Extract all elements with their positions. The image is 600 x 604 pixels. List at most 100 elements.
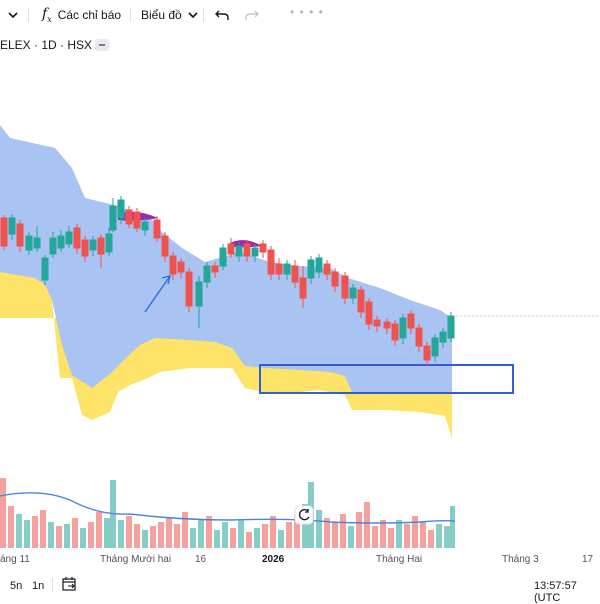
candle: [357, 286, 365, 318]
volume-bar: [88, 522, 94, 548]
x-axis-label: 16: [195, 554, 207, 565]
indicators-button[interactable]: fx Các chỉ báo: [42, 5, 121, 25]
candle: [0, 215, 8, 250]
volume-bar: [436, 524, 442, 548]
volume-bar: [182, 512, 188, 548]
candle: [73, 224, 81, 254]
candle: [291, 260, 299, 288]
collapse-legend-button[interactable]: [95, 39, 109, 51]
range-5n-button[interactable]: 5n: [10, 580, 23, 592]
volume-bar: [118, 520, 124, 548]
candle: [57, 230, 65, 252]
candle: [25, 232, 33, 255]
candle: [259, 240, 267, 258]
candle: [267, 246, 275, 280]
candle: [373, 316, 381, 332]
reset-button[interactable]: [294, 505, 314, 525]
volume-ma-line: [0, 492, 456, 524]
volume-bar: [150, 526, 156, 548]
candle: [33, 226, 41, 252]
candle: [227, 238, 235, 258]
candle: [307, 256, 315, 284]
candle: [399, 314, 407, 344]
candle: [97, 234, 105, 268]
x-axis-label: Tháng Mười hai: [100, 554, 172, 565]
candle: [283, 260, 291, 280]
volume-bar: [388, 528, 394, 548]
volume-bar: [56, 526, 62, 548]
fx-icon: fx: [42, 6, 52, 24]
volume-bar: [380, 520, 386, 548]
volume-bar: [412, 516, 418, 548]
reset-icon: [299, 509, 310, 521]
x-axis-label: Tháng 3: [502, 554, 539, 565]
more-dots-icon[interactable]: • • • •: [290, 5, 324, 19]
volume-bar: [364, 502, 370, 548]
candle: [251, 244, 259, 262]
volume-bar: [134, 524, 140, 548]
candle: [211, 262, 219, 278]
volume-bar: [214, 530, 220, 548]
volume-bar: [262, 524, 268, 548]
candle: [8, 214, 16, 240]
candle: [153, 216, 161, 242]
drawn-rectangle[interactable]: [259, 364, 514, 394]
x-axis-label: Tháng Hai: [376, 554, 423, 565]
clock-readout[interactable]: 13:57:57 (UTC: [534, 580, 577, 604]
redo-button[interactable]: [243, 5, 261, 25]
candle: [203, 262, 211, 288]
volume-bar: [396, 520, 402, 548]
volume-bar: [0, 478, 6, 548]
undo-icon: [215, 10, 229, 20]
trend-arrow[interactable]: [144, 275, 171, 313]
volume-bar: [142, 530, 148, 548]
candle: [341, 272, 349, 304]
candle: [16, 220, 24, 252]
candle: [125, 206, 133, 228]
top-toolbar: fx Các chỉ báo Biểu đồ • • • •: [0, 0, 600, 30]
candle: [275, 258, 283, 280]
candle: [117, 196, 125, 224]
volume-bar: [24, 520, 30, 548]
undo-button[interactable]: [213, 5, 231, 25]
candle: [349, 284, 357, 304]
candle: [133, 208, 141, 232]
x-axis-label: 17: [582, 554, 594, 565]
volume-bar: [324, 518, 330, 548]
candle: [299, 266, 307, 308]
candle: [323, 260, 331, 280]
candle: [439, 328, 447, 348]
volume-bar: [302, 504, 308, 548]
volume-bar: [72, 518, 78, 548]
toolbar-divider: [28, 8, 29, 22]
chart-type-button[interactable]: Biểu đồ: [141, 5, 198, 25]
volume-bar: [278, 530, 284, 548]
price-chart[interactable]: [0, 55, 600, 550]
volume-bar: [270, 516, 276, 548]
candle: [315, 254, 323, 278]
volume-bar: [372, 526, 378, 548]
candle: [243, 240, 251, 262]
toolbar-divider: [52, 578, 53, 592]
chevron-down-icon[interactable]: [4, 5, 22, 25]
candle: [391, 320, 399, 346]
candle: [219, 244, 227, 270]
x-axis-label: áng 11: [0, 554, 30, 565]
symbol-label: ELEX · 1D · HSX: [0, 38, 93, 52]
volume-bar: [332, 522, 338, 548]
candle: [235, 242, 243, 262]
toolbar-divider: [130, 8, 131, 22]
indicators-label: Các chỉ báo: [57, 8, 122, 22]
candle: [109, 198, 117, 232]
range-1n-button[interactable]: 1n: [32, 580, 45, 592]
volume-bar: [48, 522, 54, 548]
x-axis-label: 2026: [262, 554, 285, 565]
volume-bar: [174, 524, 180, 548]
volume-bar: [294, 514, 300, 548]
volume-bar: [32, 516, 38, 548]
candle: [431, 334, 439, 362]
candle: [407, 310, 415, 334]
volume-bars: [0, 478, 455, 548]
redo-icon: [245, 10, 259, 20]
calendar-icon[interactable]: [62, 577, 78, 594]
